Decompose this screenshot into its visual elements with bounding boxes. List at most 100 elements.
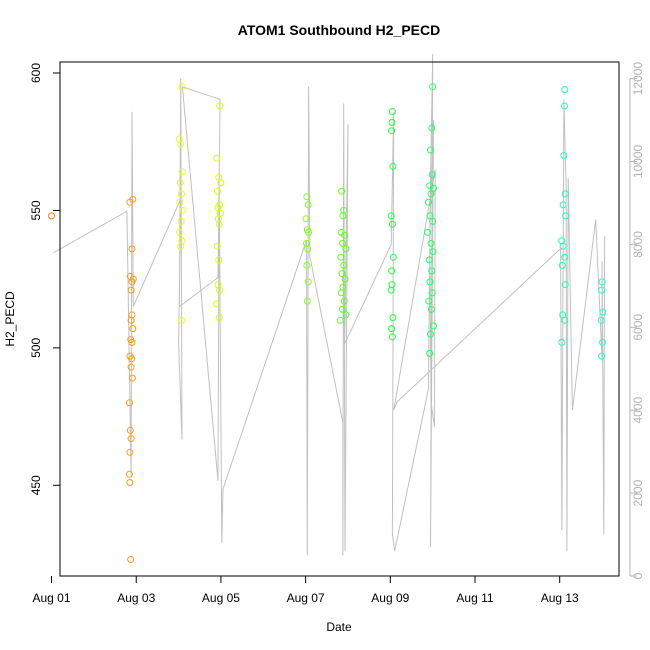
data-point: [598, 352, 606, 360]
data-point: [562, 212, 570, 220]
data-point: [127, 316, 135, 324]
data-point: [424, 198, 432, 206]
data-point: [389, 253, 397, 261]
data-point: [561, 316, 569, 324]
axes: Aug 01 Aug 03 Aug 05 Aug 07 Aug 09 Aug 11 Aug …: [29, 61, 645, 605]
data-point: [129, 195, 137, 203]
data-point: [217, 179, 225, 187]
data-point: [176, 179, 184, 187]
data-point: [128, 338, 136, 346]
data-point: [426, 349, 434, 357]
data-point: [599, 338, 606, 346]
data-point: [339, 212, 347, 220]
data-point: [126, 426, 134, 434]
scatter-points: [48, 83, 607, 563]
x-tick-label: Aug 01: [33, 591, 71, 605]
data-point: [426, 212, 434, 220]
data-point: [424, 228, 432, 236]
data-point: [126, 470, 133, 478]
data-point: [126, 448, 134, 456]
data-point: [304, 245, 312, 253]
data-point: [175, 228, 183, 236]
data-point: [387, 286, 395, 294]
data-point: [428, 124, 436, 132]
data-point: [305, 228, 313, 236]
data-point: [304, 278, 312, 286]
y-tick-label: 450: [29, 475, 43, 495]
data-point: [559, 201, 567, 209]
data-point: [214, 204, 222, 212]
data-point: [129, 275, 137, 283]
data-point: [128, 355, 136, 363]
data-point: [388, 108, 396, 115]
data-point: [214, 187, 221, 195]
y-tick-label: 500: [29, 338, 43, 358]
data-point: [126, 399, 133, 407]
data-point: [127, 556, 135, 563]
y2-tick-label: 10000: [631, 144, 645, 178]
chart-title: ATOM1 Southbound H2_PECD: [238, 22, 440, 38]
data-point: [338, 270, 346, 278]
data-point: [127, 286, 135, 294]
y2-tick-label: 6000: [631, 314, 645, 341]
data-point: [129, 325, 137, 333]
data-point: [427, 239, 435, 247]
data-point: [128, 374, 136, 382]
secondary-line: [53, 53, 606, 556]
data-point: [389, 314, 397, 322]
data-point: [213, 300, 221, 308]
x-tick-label: Aug 05: [202, 591, 240, 605]
data-point: [427, 190, 435, 198]
data-point: [178, 190, 185, 198]
data-point: [337, 253, 345, 261]
data-point: [425, 256, 433, 264]
data-point: [426, 278, 434, 286]
data-point: [336, 316, 344, 324]
data-point: [342, 311, 350, 319]
data-point: [127, 435, 135, 443]
x-tick-label: Aug 09: [371, 591, 409, 605]
data-point: [341, 275, 349, 283]
data-point: [304, 201, 312, 209]
data-point: [177, 217, 185, 225]
data-point: [561, 253, 569, 261]
x-tick-label: Aug 11: [456, 591, 493, 605]
data-point: [177, 141, 185, 148]
data-point: [598, 286, 606, 294]
data-point: [429, 217, 437, 225]
plot-frame: [59, 61, 620, 577]
data-point: [425, 297, 433, 305]
data-point: [213, 154, 221, 162]
data-point: [302, 215, 310, 223]
data-point: [178, 168, 186, 176]
data-point: [428, 267, 436, 275]
data-point: [559, 242, 567, 250]
data-point: [339, 305, 346, 313]
data-point: [430, 184, 437, 192]
y-tick-label: 600: [29, 63, 43, 83]
data-point: [599, 308, 607, 316]
data-point: [428, 289, 436, 297]
data-point: [215, 314, 223, 322]
y2-tick-label: 4000: [631, 397, 645, 424]
data-point: [213, 242, 221, 250]
data-point: [560, 152, 568, 159]
data-point: [339, 239, 346, 247]
data-point: [561, 281, 569, 289]
data-point: [342, 245, 350, 253]
y2-tick-label: 8000: [631, 231, 645, 258]
data-point: [388, 325, 396, 333]
y2-tick-label: 2000: [631, 479, 645, 506]
data-point: [428, 171, 436, 179]
y2-tick-label: 0: [631, 572, 645, 579]
secondary-line-series: [53, 53, 606, 556]
y-tick-label: 550: [29, 200, 43, 220]
data-point: [215, 220, 223, 228]
data-point: [48, 212, 55, 220]
data-point: [178, 83, 186, 91]
data-point: [388, 333, 396, 341]
x-tick-label: Aug 03: [117, 591, 155, 605]
data-point: [127, 363, 135, 371]
data-point: [128, 245, 136, 253]
